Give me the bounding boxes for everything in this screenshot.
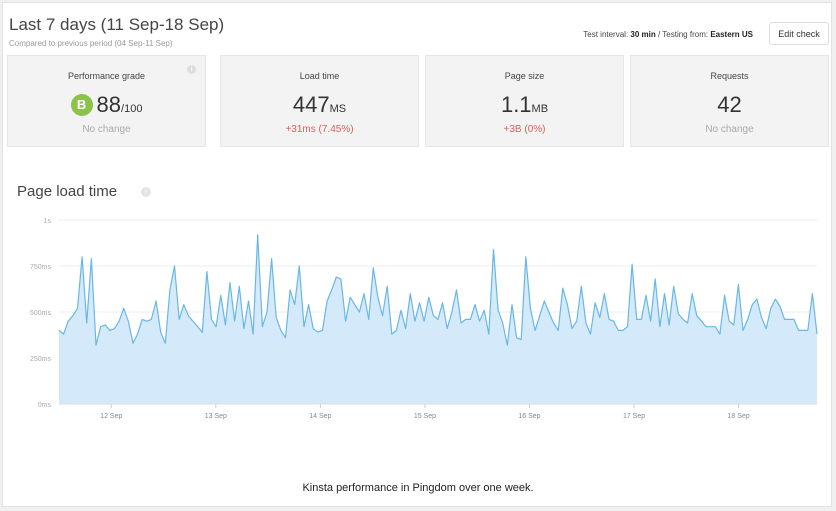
y-tick-label: 0ms bbox=[38, 402, 52, 409]
card-value: 42 bbox=[631, 92, 828, 118]
grade-value: 88 bbox=[96, 92, 122, 117]
load-time-card: Load time 447MS +31ms (7.45%) bbox=[220, 55, 419, 147]
requests-value: 42 bbox=[717, 92, 742, 117]
y-tick-label: 250ms bbox=[30, 356, 52, 363]
testing-from-value: Eastern US bbox=[710, 30, 753, 39]
requests-card: Requests 42 No change bbox=[630, 55, 829, 147]
size-unit: MB bbox=[531, 103, 549, 115]
x-tick-label: 18 Sep bbox=[727, 413, 749, 420]
card-change: +3B (0%) bbox=[503, 124, 546, 135]
test-interval-value: 30 min bbox=[630, 30, 656, 39]
test-info: Test interval: 30 min / Testing from: Ea… bbox=[583, 30, 753, 39]
load-value: 447 bbox=[292, 92, 330, 117]
card-label: Load time bbox=[299, 71, 340, 81]
card-change: +31ms (7.45%) bbox=[285, 124, 354, 135]
size-value: 1.1 bbox=[500, 92, 532, 117]
x-tick-label: 13 Sep bbox=[205, 413, 227, 420]
card-value: 447MS bbox=[221, 92, 418, 118]
test-interval-label: Test interval: bbox=[583, 30, 629, 39]
x-tick-label: 16 Sep bbox=[518, 413, 540, 420]
summary-cards: i Performance grade B 88/100 No change Lo… bbox=[7, 55, 831, 147]
info-icon[interactable]: i bbox=[141, 187, 151, 197]
card-label: Page size bbox=[504, 71, 545, 81]
x-tick-label: 15 Sep bbox=[414, 413, 436, 420]
y-tick-label: 750ms bbox=[30, 264, 52, 271]
series-line bbox=[58, 234, 818, 346]
chart-title: Page load time bbox=[17, 183, 118, 200]
series-area bbox=[59, 234, 817, 404]
x-tick-label: 14 Sep bbox=[309, 413, 331, 420]
page-title: Last 7 days (11 Sep-18 Sep) bbox=[9, 15, 225, 34]
card-value: B 88/100 bbox=[8, 92, 205, 118]
page-load-time-chart: 0ms 250ms 500ms 750ms 1s 12 Sep 13 Sep 14 Sep 15… bbox=[30, 218, 818, 420]
card-label: Requests bbox=[710, 71, 749, 81]
y-tick-label: 1s bbox=[44, 218, 52, 225]
info-icon[interactable]: i bbox=[187, 65, 196, 74]
card-change: No change bbox=[705, 124, 754, 135]
image-caption: Kinsta performance in Pingdom over one w… bbox=[302, 482, 534, 494]
grade-badge-icon: B bbox=[70, 94, 93, 116]
card-change: No change bbox=[82, 124, 131, 135]
performance-grade-card: i Performance grade B 88/100 No change bbox=[7, 55, 206, 147]
x-tick-label: 12 Sep bbox=[100, 413, 122, 420]
x-tick-label: 17 Sep bbox=[623, 413, 645, 420]
grade-suffix: /100 bbox=[121, 103, 143, 115]
testing-from-label: / Testing from: bbox=[657, 30, 709, 39]
edit-check-button[interactable]: Edit check bbox=[769, 22, 829, 45]
card-value: 1.1MB bbox=[426, 92, 623, 118]
page-size-card: Page size 1.1MB +3B (0%) bbox=[425, 55, 624, 147]
card-label: Performance grade bbox=[67, 71, 146, 81]
y-tick-label: 500ms bbox=[30, 310, 52, 317]
comparison-subtitle: Compared to previous period (04 Sep-11 S… bbox=[9, 39, 173, 48]
load-unit: MS bbox=[329, 103, 347, 115]
